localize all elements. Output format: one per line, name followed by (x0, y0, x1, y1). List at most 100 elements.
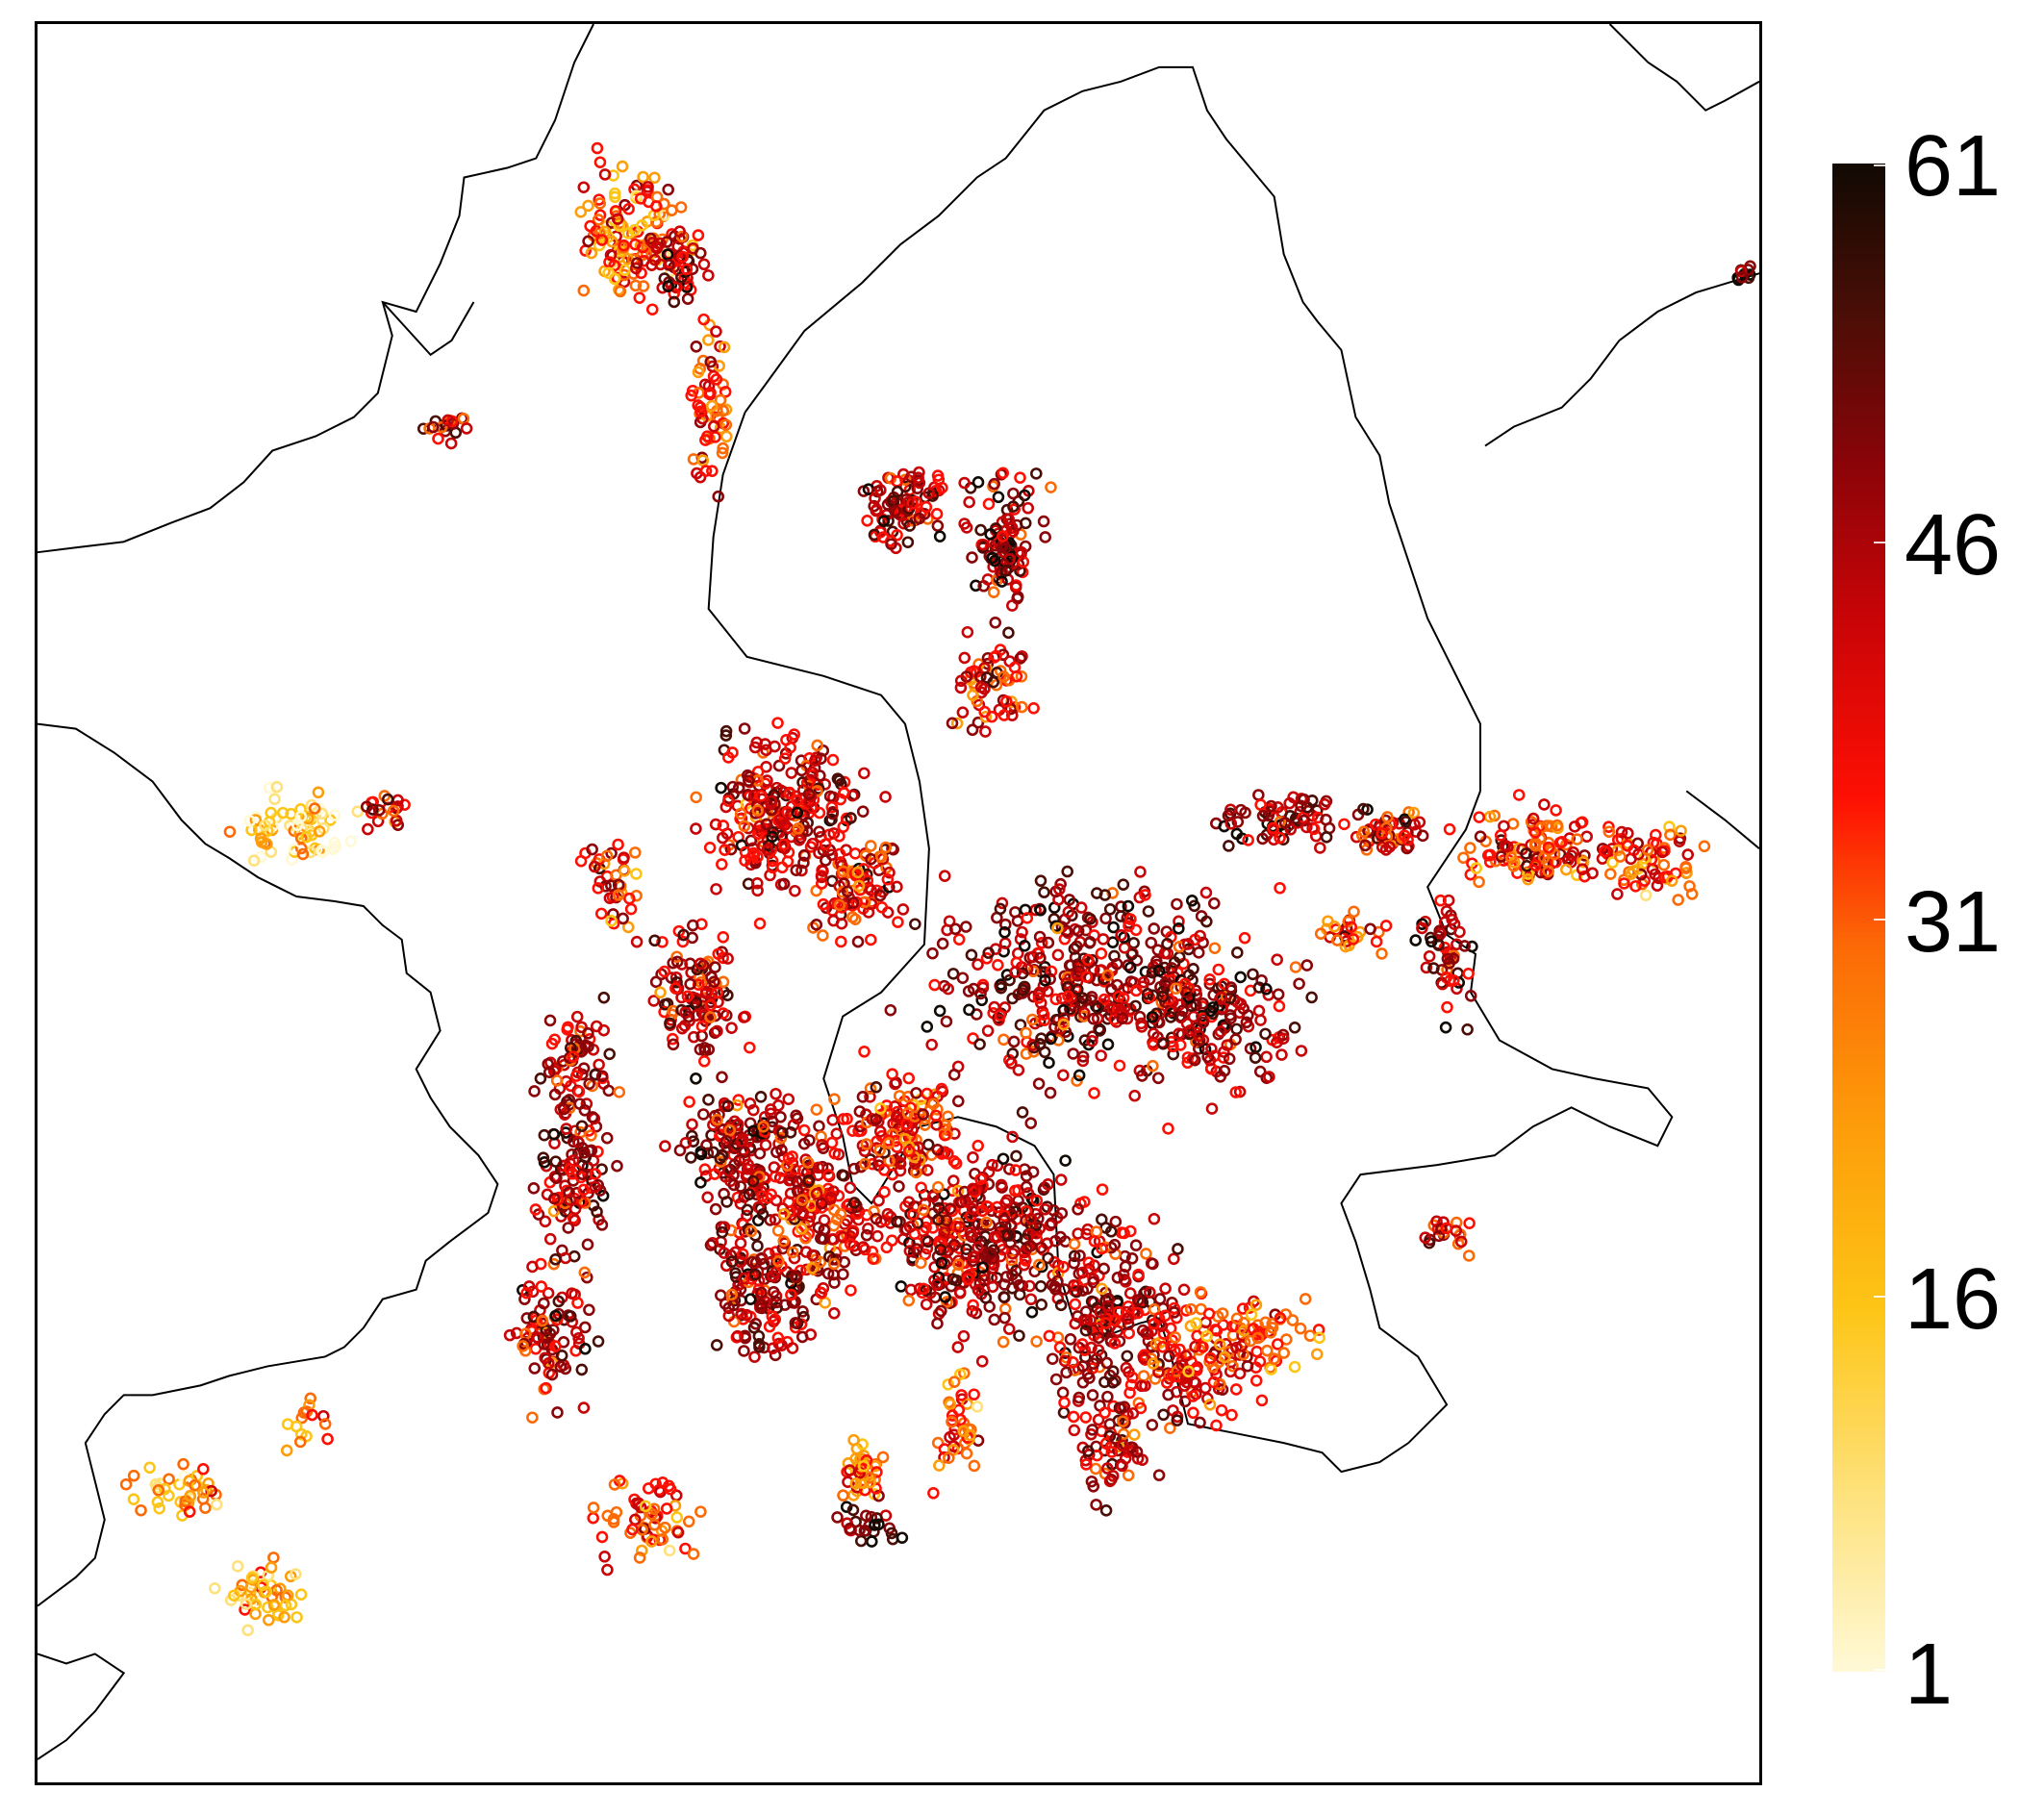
data-point (952, 1095, 965, 1108)
colorbar-tick-31 (1874, 919, 1885, 921)
data-point (1124, 1224, 1137, 1238)
data-point (549, 1155, 563, 1168)
data-point (1542, 865, 1554, 877)
data-point (592, 882, 605, 895)
data-point (1527, 812, 1540, 825)
data-point (1059, 1154, 1072, 1167)
data-point (563, 1163, 576, 1175)
data-point (645, 1535, 658, 1548)
data-point (1441, 963, 1453, 976)
data-point (873, 889, 887, 902)
data-point (1359, 839, 1372, 852)
data-point (802, 788, 816, 800)
data-point (997, 530, 1009, 543)
data-point (1164, 1011, 1177, 1023)
data-point (1267, 821, 1279, 835)
data-point (882, 515, 895, 527)
data-point (629, 262, 643, 275)
data-point (895, 1280, 908, 1293)
data-point (610, 1505, 623, 1519)
data-point (748, 1350, 761, 1363)
data-point (1192, 946, 1205, 959)
data-point (756, 1208, 770, 1221)
data-point (825, 813, 838, 826)
data-point (210, 1498, 223, 1511)
data-point (1063, 894, 1076, 906)
data-point (1163, 1350, 1175, 1363)
data-point (710, 325, 722, 338)
data-point (1035, 936, 1048, 949)
data-point (1084, 935, 1097, 948)
data-point (876, 1451, 890, 1464)
data-point (1159, 1282, 1172, 1295)
colorbar-label-31: 31 (1905, 874, 2002, 971)
data-point (1135, 1379, 1148, 1393)
data-point (1443, 822, 1456, 836)
data-point (1420, 961, 1433, 974)
data-point (1370, 935, 1383, 948)
data-point (1037, 515, 1050, 528)
data-point (734, 807, 747, 820)
data-point (833, 774, 845, 787)
data-point (1260, 983, 1273, 996)
data-point (1735, 271, 1749, 284)
data-point (660, 1502, 673, 1515)
data-point (1055, 992, 1069, 1005)
data-point (774, 1131, 788, 1145)
data-point (671, 1526, 685, 1539)
data-point (1157, 1408, 1170, 1422)
data-point (717, 951, 729, 965)
data-point (851, 935, 865, 948)
data-point (1098, 993, 1111, 1006)
data-point (1522, 868, 1534, 880)
data-point (1286, 1314, 1300, 1326)
data-point (1184, 1302, 1198, 1316)
data-point (1427, 962, 1440, 974)
data-point (1052, 1034, 1065, 1047)
data-point (994, 1009, 1007, 1022)
data-point (663, 1544, 676, 1557)
data-point (920, 500, 933, 514)
data-point (1298, 814, 1310, 827)
data-point (1000, 694, 1013, 708)
data-point (1118, 1001, 1131, 1014)
data-point (777, 1234, 790, 1248)
data-point (770, 1146, 783, 1159)
data-point (626, 1523, 639, 1536)
data-point (697, 1108, 710, 1121)
data-point (294, 1588, 308, 1601)
data-point (975, 1355, 989, 1368)
data-point (1225, 1408, 1238, 1422)
data-point (1576, 863, 1589, 875)
data-point (263, 1613, 275, 1627)
data-point (184, 1489, 197, 1502)
data-point (564, 1194, 577, 1206)
data-point (586, 843, 598, 856)
data-point (694, 1148, 708, 1161)
data-point (704, 998, 718, 1012)
data-point (650, 240, 664, 253)
data-point (797, 1137, 811, 1150)
data-point (1024, 1212, 1038, 1225)
data-point (538, 1128, 551, 1142)
data-point (1034, 951, 1047, 965)
data-point (1463, 1217, 1476, 1229)
data-point (835, 935, 847, 948)
data-point (675, 1022, 689, 1035)
data-point (1664, 828, 1677, 842)
data-point (700, 1139, 713, 1151)
data-point (1000, 1271, 1013, 1283)
data-point (1345, 921, 1358, 933)
data-point (980, 952, 994, 965)
data-point (153, 1502, 165, 1515)
data-point (1034, 1280, 1047, 1293)
data-point (570, 1325, 583, 1339)
data-point (824, 1191, 837, 1203)
data-point (1213, 1338, 1226, 1350)
data-point (758, 1171, 770, 1184)
data-point (725, 1255, 739, 1268)
data-point (1061, 865, 1073, 878)
data-point (593, 156, 607, 169)
data-point (685, 1151, 697, 1164)
data-point (885, 1527, 898, 1540)
